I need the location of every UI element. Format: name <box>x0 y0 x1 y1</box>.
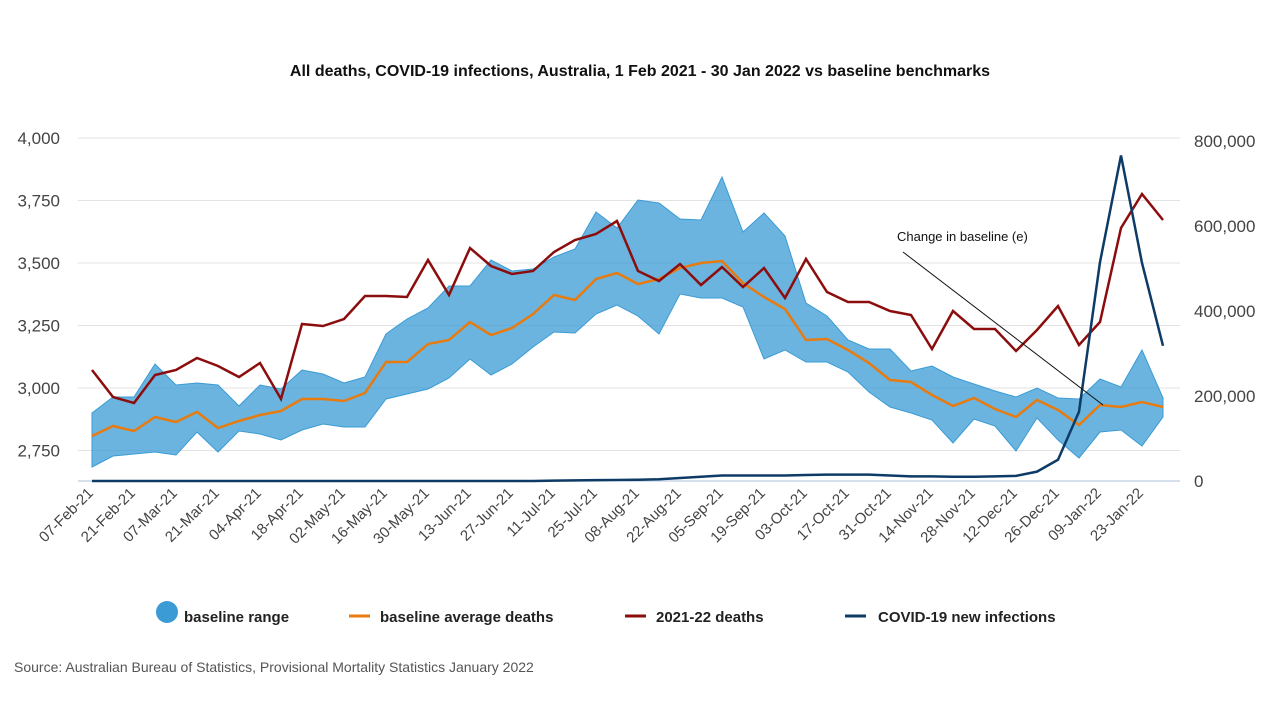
baseline-range-area <box>91 175 1164 468</box>
left-tick-label: 4,000 <box>17 129 60 148</box>
left-tick-label: 3,000 <box>17 379 60 398</box>
annotation: Change in baseline (e) <box>897 229 1104 406</box>
infections-line <box>92 155 1165 483</box>
right-tick-label: 0 <box>1194 472 1203 491</box>
legend-label: COVID-19 new infections <box>878 609 1056 626</box>
left-tick-label: 3,500 <box>17 254 60 273</box>
right-tick-label: 400,000 <box>1194 302 1255 321</box>
legend: baseline range baseline average deaths 2… <box>156 601 1056 626</box>
legend-item-deaths[interactable]: 2021-22 deaths <box>625 609 764 626</box>
legend-item-baseline-range[interactable]: baseline range <box>156 601 289 626</box>
legend-swatch-area <box>156 601 178 623</box>
legend-label: 2021-22 deaths <box>656 609 764 626</box>
left-axis: 2,750 3,000 3,250 3,500 3,750 4,000 <box>17 129 60 461</box>
x-axis: 07-Feb-2121-Feb-2107-Mar-2121-Mar-2104-A… <box>36 485 1147 548</box>
right-tick-label: 600,000 <box>1194 217 1255 236</box>
left-tick-label: 2,750 <box>17 442 60 461</box>
legend-item-baseline-average[interactable]: baseline average deaths <box>349 609 553 626</box>
annotation-line <box>902 251 1104 406</box>
baseline-average-line <box>91 259 1164 438</box>
deaths-line <box>91 191 1164 405</box>
legend-item-infections[interactable]: COVID-19 new infections <box>845 609 1056 626</box>
chart-title: All deaths, COVID-19 infections, Austral… <box>290 63 990 80</box>
right-axis: 0 200,000 400,000 600,000 800,000 <box>1194 132 1255 491</box>
right-tick-label: 200,000 <box>1194 387 1255 406</box>
left-tick-label: 3,250 <box>17 317 60 336</box>
plot-area <box>78 155 1180 483</box>
right-tick-label: 800,000 <box>1194 132 1255 151</box>
left-tick-label: 3,750 <box>17 192 60 211</box>
annotation-text: Change in baseline (e) <box>897 229 1028 244</box>
legend-label: baseline average deaths <box>380 609 553 626</box>
legend-label: baseline range <box>184 609 289 626</box>
source-note: Source: Australian Bureau of Statistics,… <box>14 659 534 675</box>
